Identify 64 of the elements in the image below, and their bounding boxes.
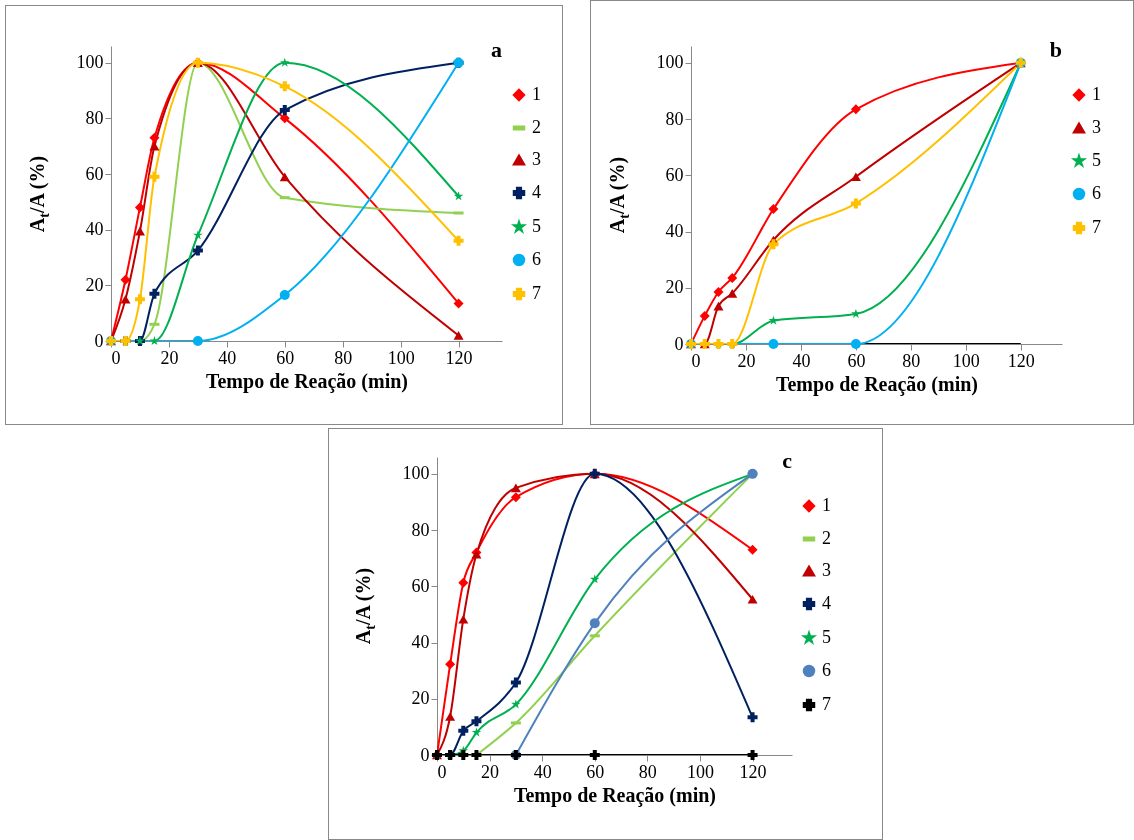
x-tick-label: 100 (387, 347, 415, 368)
x-axis-title: Tempo de Reação (min) (513, 783, 717, 807)
x-tick-label: 40 (792, 350, 811, 371)
x-tick-label: 100 (686, 761, 714, 782)
x-tick-label: 20 (737, 350, 756, 371)
y-tick-label: 60 (411, 575, 430, 596)
x-axis-title: Tempo de Reação (min) (775, 372, 979, 396)
legend-label: 1 (532, 84, 541, 104)
x-axis-title: Tempo de Reação (min) (205, 369, 409, 393)
legend-label: 3 (532, 149, 541, 169)
x-tick-label: 20 (160, 347, 179, 368)
legend-label: 1 (822, 495, 831, 515)
y-tick-label: 100 (402, 463, 430, 484)
x-tick-label: 40 (533, 761, 552, 782)
y-tick-label: 40 (665, 221, 684, 242)
legend-label: 7 (822, 694, 831, 714)
y-tick-label: 20 (85, 274, 104, 295)
x-tick-label: 120 (739, 761, 767, 782)
x-tick-label: 120 (445, 347, 473, 368)
y-tick-label: 80 (411, 519, 430, 540)
legend-label: 7 (532, 283, 541, 303)
y-tick-label: 20 (411, 688, 430, 709)
legend-label: 2 (822, 528, 831, 548)
x-tick-label: 80 (902, 350, 921, 371)
x-tick-label: 0 (437, 761, 447, 782)
legend-label: 4 (822, 593, 831, 613)
y-tick-label: 0 (94, 330, 104, 351)
y-tick-label: 0 (674, 333, 684, 354)
x-tick-label: 80 (638, 761, 657, 782)
legend-label: 7 (1092, 217, 1101, 237)
x-tick-label: 40 (218, 347, 237, 368)
legend-label: 3 (822, 560, 831, 580)
x-tick-label: 60 (276, 347, 295, 368)
legend-label: 6 (532, 249, 541, 269)
y-tick-label: 80 (85, 107, 104, 128)
legend-label: 2 (532, 117, 541, 137)
chart-title: a (491, 37, 502, 62)
x-tick-label: 100 (952, 350, 980, 371)
x-tick-label: 60 (847, 350, 866, 371)
legend-label: 5 (1092, 150, 1101, 170)
legend-label: 6 (822, 660, 831, 680)
y-tick-label: 0 (420, 744, 430, 765)
chart-title: b (1049, 37, 1062, 62)
y-tick-label: 20 (665, 277, 684, 298)
x-tick-label: 0 (111, 347, 121, 368)
x-tick-label: 20 (481, 761, 500, 782)
legend-label: 4 (532, 182, 541, 202)
legend-label: 1 (1092, 84, 1101, 104)
y-tick-label: 100 (656, 52, 684, 73)
x-tick-label: 80 (334, 347, 353, 368)
legend-label: 5 (822, 627, 831, 647)
x-tick-label: 60 (586, 761, 605, 782)
legend-label: 5 (532, 216, 541, 236)
y-tick-label: 40 (411, 632, 430, 653)
chart-title: c (782, 448, 793, 473)
y-tick-label: 40 (85, 219, 104, 240)
legend-label: 3 (1092, 117, 1101, 137)
y-tick-label: 60 (665, 164, 684, 185)
legend-label: 6 (1092, 183, 1101, 203)
x-tick-label: 120 (1007, 350, 1035, 371)
x-tick-label: 0 (691, 350, 701, 371)
y-tick-label: 100 (76, 52, 104, 73)
y-tick-label: 80 (665, 108, 684, 129)
y-tick-label: 60 (85, 163, 104, 184)
